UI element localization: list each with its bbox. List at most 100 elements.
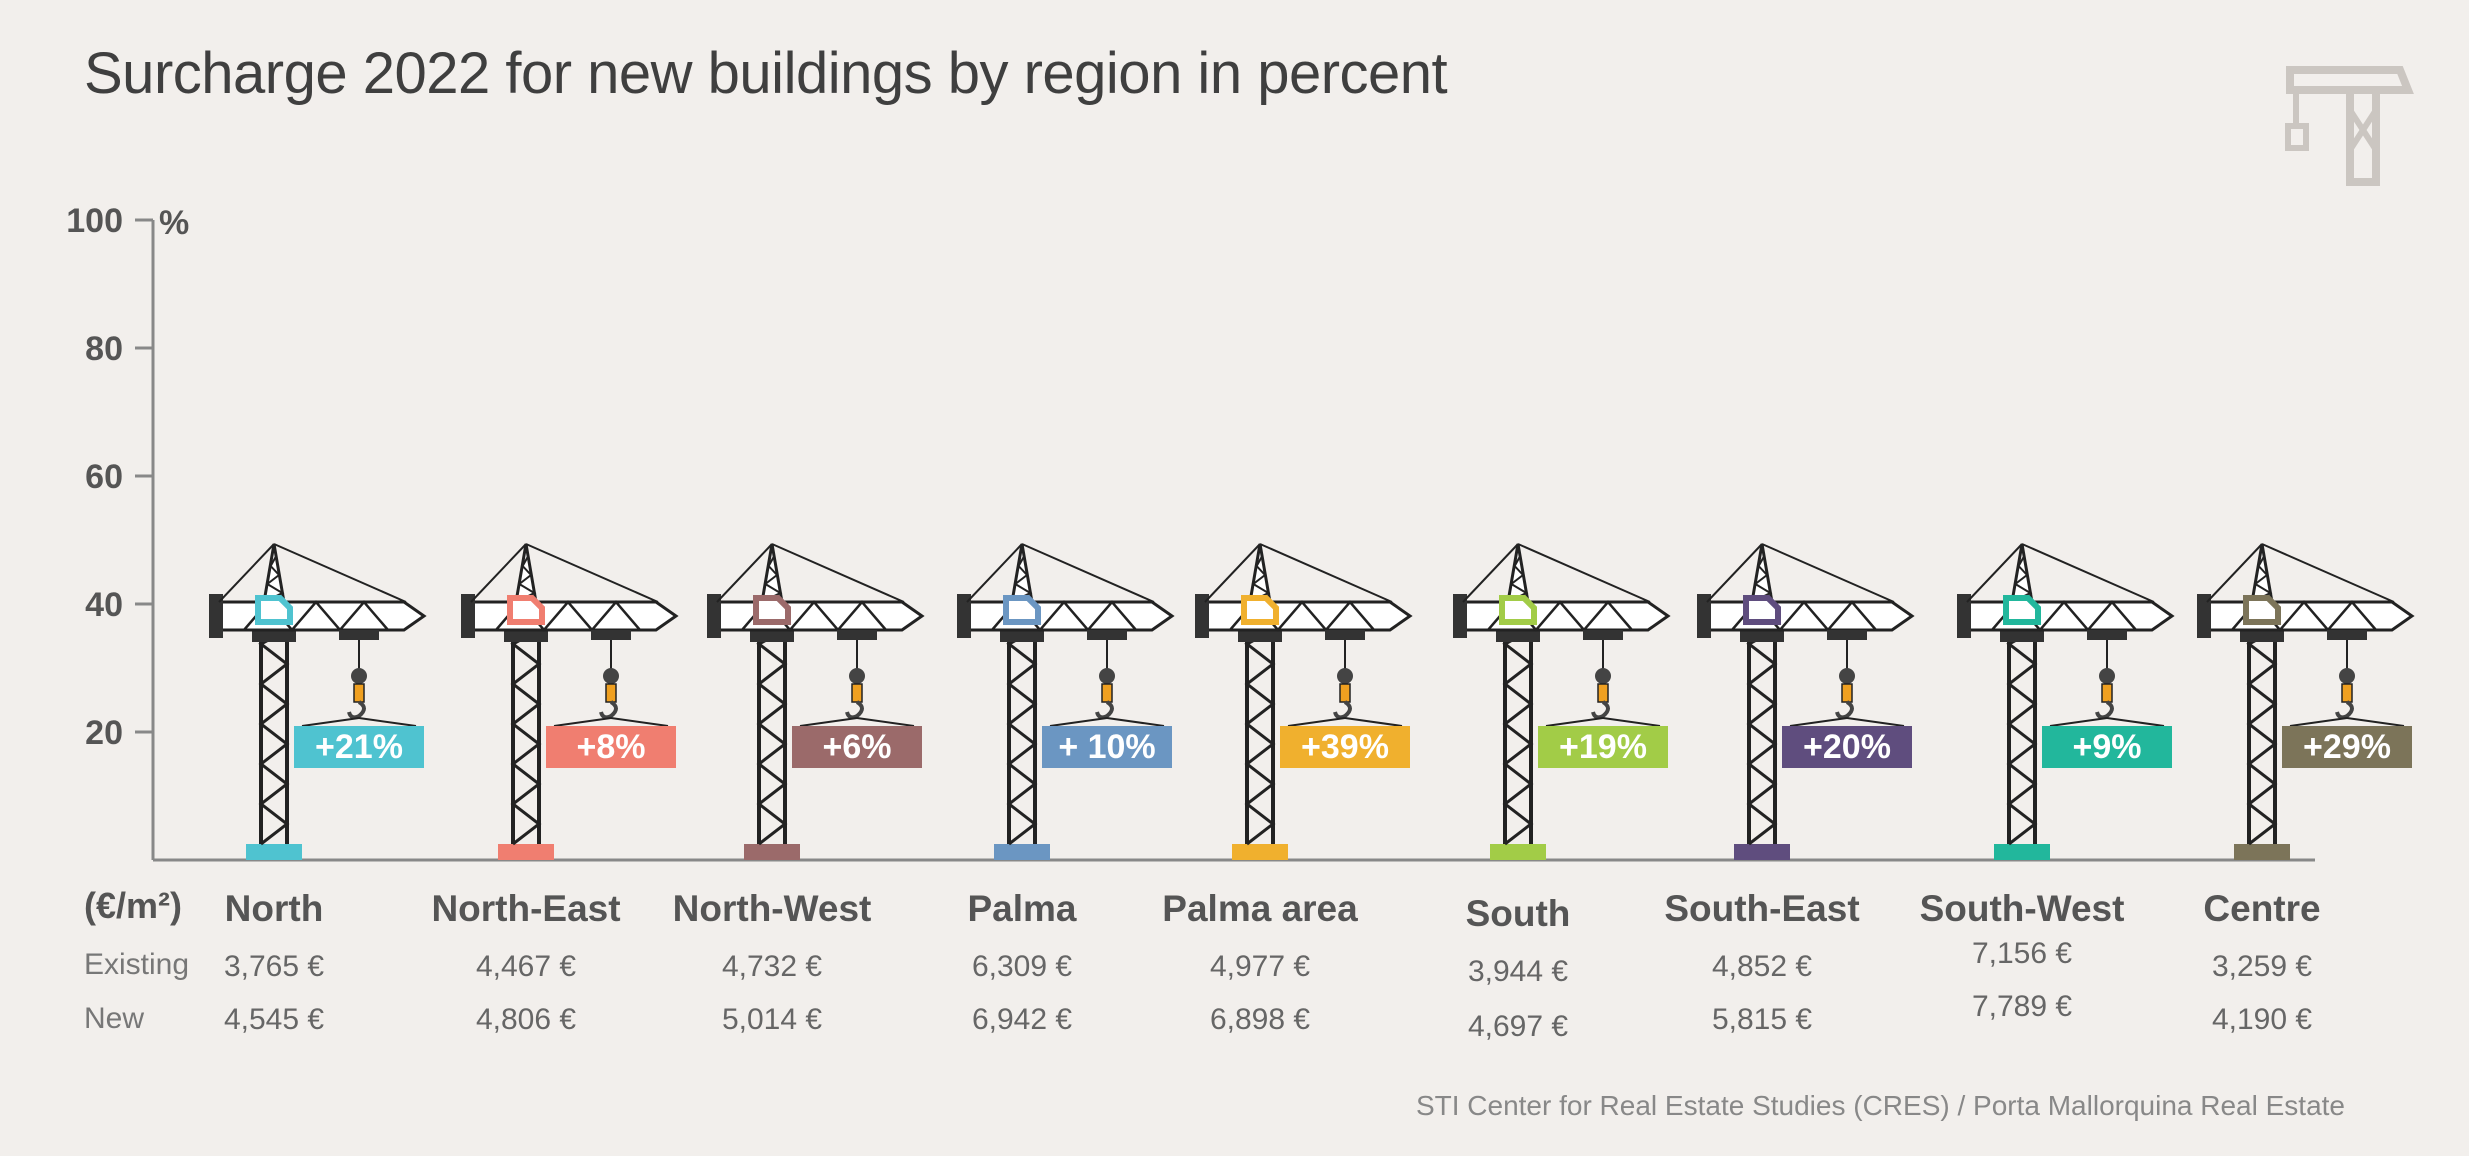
crane-base	[1734, 844, 1790, 860]
trolley	[339, 630, 379, 640]
hook-block	[1337, 668, 1353, 684]
new-price: 4,806 €	[475, 1003, 577, 1036]
apex-lattice	[1011, 556, 1033, 603]
crane-slewing	[2000, 630, 2044, 642]
stay-cable-front	[1761, 543, 1895, 603]
stay-cable-back	[1204, 543, 1261, 603]
counterweight	[461, 594, 475, 638]
sling-right	[1602, 717, 1661, 727]
region-label: North-East	[431, 888, 621, 929]
stay-cable-front	[1259, 543, 1393, 603]
crane-slewing	[1000, 630, 1044, 642]
trolley	[2327, 630, 2367, 640]
sling-right	[1846, 717, 1905, 727]
stay-cable-back	[966, 543, 1023, 603]
existing-price: 4,467 €	[475, 950, 577, 983]
hook	[1591, 700, 1610, 720]
sling-right	[2106, 717, 2165, 727]
value-sign	[1042, 726, 1172, 768]
sling-left	[2289, 717, 2348, 727]
crane-jib	[1965, 600, 2175, 632]
stay-cable-front	[525, 543, 659, 603]
apex-lattice	[2251, 556, 2273, 603]
y-tick-label: 20	[85, 714, 123, 752]
value-label: +39%	[1301, 728, 1389, 766]
hook-stripes	[605, 683, 617, 703]
crane-base	[246, 844, 302, 860]
trolley	[837, 630, 877, 640]
hook-stripes	[1841, 683, 1853, 703]
apex-lattice	[263, 556, 285, 603]
crane-jib	[715, 600, 925, 632]
counterweight	[957, 594, 971, 638]
sling-left	[301, 717, 360, 727]
operator-cab	[1241, 595, 1279, 625]
crane-jib	[965, 600, 1175, 632]
sling-right	[358, 717, 417, 727]
value-label: +29%	[2303, 728, 2391, 766]
crane-jib	[217, 600, 427, 632]
y-unit-label: %	[159, 204, 189, 242]
crane-base	[744, 844, 800, 860]
crane-slewing	[1740, 630, 1784, 642]
existing-price: 3,765 €	[223, 950, 325, 983]
mast-lattice	[1244, 628, 1276, 846]
mast-lattice	[258, 628, 290, 846]
new-price: 6,942 €	[971, 1003, 1073, 1036]
region-label: Palma	[967, 888, 1077, 929]
mast-lattice	[756, 628, 788, 846]
trolley	[1583, 630, 1623, 640]
region-label: Centre	[2203, 888, 2321, 929]
apex-lattice	[1751, 556, 1773, 603]
value-sign	[294, 726, 424, 768]
hook-stripes	[353, 683, 365, 703]
crane-jib	[1705, 600, 1915, 632]
hook-stripes	[1101, 683, 1113, 703]
stay-cable-back	[1706, 543, 1763, 603]
stay-cable-front	[2261, 543, 2395, 603]
crane-north-west: +6%	[707, 543, 925, 860]
trolley	[1087, 630, 1127, 640]
value-sign	[546, 726, 676, 768]
operator-cab	[507, 595, 545, 625]
stay-cable-front	[1021, 543, 1155, 603]
new-price: 6,898 €	[1209, 1003, 1311, 1036]
sling-left	[1789, 717, 1848, 727]
crane-centre: +29%	[2197, 543, 2415, 860]
apex-lattice	[515, 556, 537, 603]
trolley	[591, 630, 631, 640]
region-label: Palma area	[1162, 888, 1358, 929]
hook	[845, 700, 864, 720]
hook-block	[1839, 668, 1855, 684]
existing-price: 7,156 €	[1971, 937, 2073, 970]
stay-cable-back	[716, 543, 773, 603]
crane-jib	[469, 600, 679, 632]
trolley	[2087, 630, 2127, 640]
hook-stripes	[2341, 683, 2353, 703]
value-label: +19%	[1559, 728, 1647, 766]
hook	[1095, 700, 1114, 720]
counterweight	[1697, 594, 1711, 638]
counterweight	[209, 594, 223, 638]
sling-right	[856, 717, 915, 727]
y-tick-label: 100	[66, 202, 123, 240]
new-price: 4,697 €	[1467, 1010, 1569, 1043]
crane-slewing	[1238, 630, 1282, 642]
value-sign	[1782, 726, 1912, 768]
stay-cable-front	[771, 543, 905, 603]
y-tick-label: 40	[85, 586, 123, 624]
sling-left	[1049, 717, 1108, 727]
watermark-jib	[2286, 66, 2414, 94]
mast-lattice	[1502, 628, 1534, 846]
crane-south-west: +9%	[1957, 543, 2175, 860]
hook-block	[1595, 668, 1611, 684]
sling-right	[2346, 717, 2405, 727]
hook-stripes	[851, 683, 863, 703]
hook-block	[2339, 668, 2355, 684]
source-note: STI Center for Real Estate Studies (CRES…	[1415, 1090, 2345, 1121]
crane-jib	[1203, 600, 1413, 632]
y-tick-label: 60	[85, 458, 123, 496]
counterweight	[1195, 594, 1209, 638]
hook-block	[603, 668, 619, 684]
counterweight	[1453, 594, 1467, 638]
